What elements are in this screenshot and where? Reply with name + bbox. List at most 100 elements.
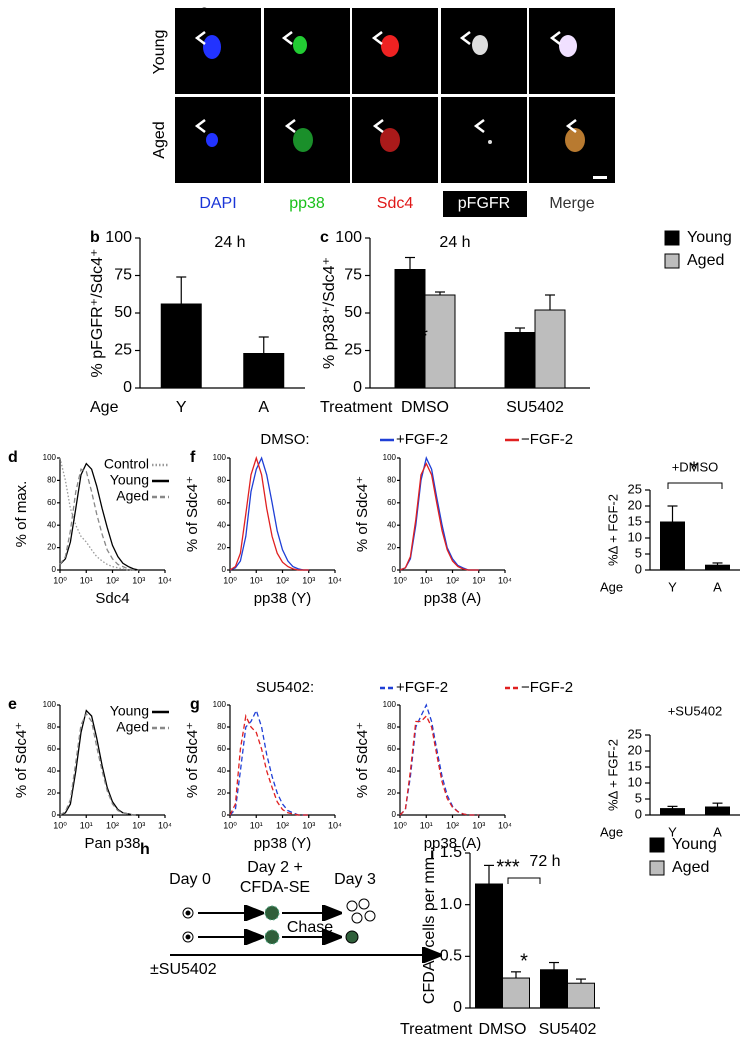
histogram-line [229, 708, 309, 816]
x-tick-label: 10⁴ [498, 820, 512, 830]
error-bar [712, 802, 723, 807]
bar [540, 969, 568, 1009]
x-axis-title: pp38 (A) [424, 835, 482, 852]
bar [660, 808, 685, 816]
legend-label: Young [687, 229, 732, 246]
y-tick-label: 0 [222, 810, 227, 819]
x-tick-label: 10² [276, 575, 289, 585]
x-tick-label: 10² [106, 820, 119, 830]
y-tick-label: 20 [628, 497, 642, 512]
x-tick-label: 10⁰ [223, 575, 237, 585]
panel-letter: c [320, 229, 329, 246]
histogram-line [229, 456, 309, 571]
histogram-line [399, 462, 479, 571]
histogram-line [59, 462, 139, 571]
legend-label: −FGF-2 [521, 431, 573, 448]
y-tick-label: 50 [114, 304, 132, 321]
legend-label: Young [672, 836, 717, 853]
y-tick-label: 20 [217, 543, 226, 552]
bar [705, 806, 730, 816]
bar [705, 564, 730, 571]
y-tick-label: 40 [387, 520, 396, 529]
x-tick-label: 10¹ [250, 575, 263, 585]
y-tick-label: 0 [353, 379, 362, 396]
row-label: Young [151, 30, 168, 75]
legend-swatch [649, 837, 665, 853]
legend-label: Young [110, 703, 149, 719]
y-tick-label: 0 [52, 565, 57, 574]
x-axis-title: Age [600, 824, 623, 839]
y-tick-label: 80 [217, 722, 226, 731]
error-bar [405, 256, 415, 270]
y-tick-label: 75 [114, 267, 132, 284]
x-tick-label: 10⁰ [53, 575, 67, 585]
y-axis-title: % of Sdc4⁺ [184, 722, 201, 798]
y-tick-label: 15 [628, 513, 642, 528]
y-tick-label: 100 [43, 700, 57, 709]
y-axis-title: % of Sdc4⁺ [13, 722, 30, 798]
panel-letter: d [8, 449, 18, 466]
x-tick-label: DMSO [401, 399, 449, 416]
legend-label: Aged [116, 719, 149, 735]
y-tick-label: 25 [628, 481, 642, 496]
x-tick-label: A [713, 824, 722, 839]
column-label: pFGFR [458, 195, 510, 212]
y-tick-label: 60 [217, 744, 226, 753]
column-label: Merge [549, 195, 594, 212]
error-bar [667, 805, 678, 809]
y-tick-label: 1.0 [440, 896, 462, 913]
y-tick-label: 25 [344, 342, 362, 359]
x-tick-label: 10³ [132, 820, 145, 830]
diagram-label: Chase [287, 919, 333, 936]
row-label: Aged [151, 121, 168, 158]
x-axis-title: Treatment [320, 399, 393, 416]
chart-title: 24 h [439, 234, 470, 251]
bar [475, 883, 503, 1009]
x-axis-title: Age [600, 579, 623, 594]
x-tick-label: 10² [446, 820, 459, 830]
histogram-line [59, 712, 139, 816]
legend-swatch [664, 230, 680, 246]
y-tick-label: 100 [213, 700, 227, 709]
condition-label: SU5402: [256, 679, 314, 696]
y-tick-label: 0 [453, 999, 462, 1016]
error-bar [515, 327, 525, 333]
y-tick-label: 0.5 [440, 948, 462, 965]
y-tick-label: 25 [114, 342, 132, 359]
column-label: pp38 [289, 195, 325, 212]
y-tick-label: 0 [635, 561, 642, 576]
panel-letter: i [430, 846, 434, 863]
y-tick-label: 80 [387, 476, 396, 485]
y-axis-title: % pp38⁺/Sdc4⁺ [321, 257, 338, 369]
column-label: Sdc4 [377, 195, 414, 212]
y-tick-label: 0 [52, 810, 57, 819]
legend-swatch [664, 253, 680, 269]
bar [424, 294, 456, 389]
legend-label: −FGF-2 [521, 679, 573, 696]
y-tick-label: 60 [47, 498, 56, 507]
y-axis-title: % of Sdc4⁺ [184, 476, 201, 552]
y-tick-label: 100 [213, 453, 227, 462]
y-tick-label: 20 [47, 543, 56, 552]
bar [160, 303, 202, 389]
x-tick-label: 10² [276, 820, 289, 830]
bar [534, 309, 566, 389]
panel-letter: e [8, 696, 17, 713]
annotation: * [690, 458, 698, 480]
x-tick-label: 10⁰ [393, 575, 407, 585]
legend-label: +FGF-2 [396, 679, 448, 696]
y-tick-label: 60 [47, 744, 56, 753]
x-tick-label: A [713, 579, 722, 594]
x-tick-label: 10⁰ [393, 820, 407, 830]
x-axis-title: pp38 (A) [424, 590, 482, 607]
x-tick-label: 10³ [132, 575, 145, 585]
panel-letter: h [140, 841, 150, 858]
histogram-line [229, 455, 309, 571]
x-tick-label: 10⁴ [158, 820, 172, 830]
y-axis-title: % pFGFR⁺/Sdc4⁺ [89, 249, 106, 378]
x-tick-label: 10¹ [80, 575, 93, 585]
legend-label: Control [104, 456, 149, 472]
error-bar [667, 505, 678, 522]
chart-title: +DMSO [672, 459, 719, 474]
